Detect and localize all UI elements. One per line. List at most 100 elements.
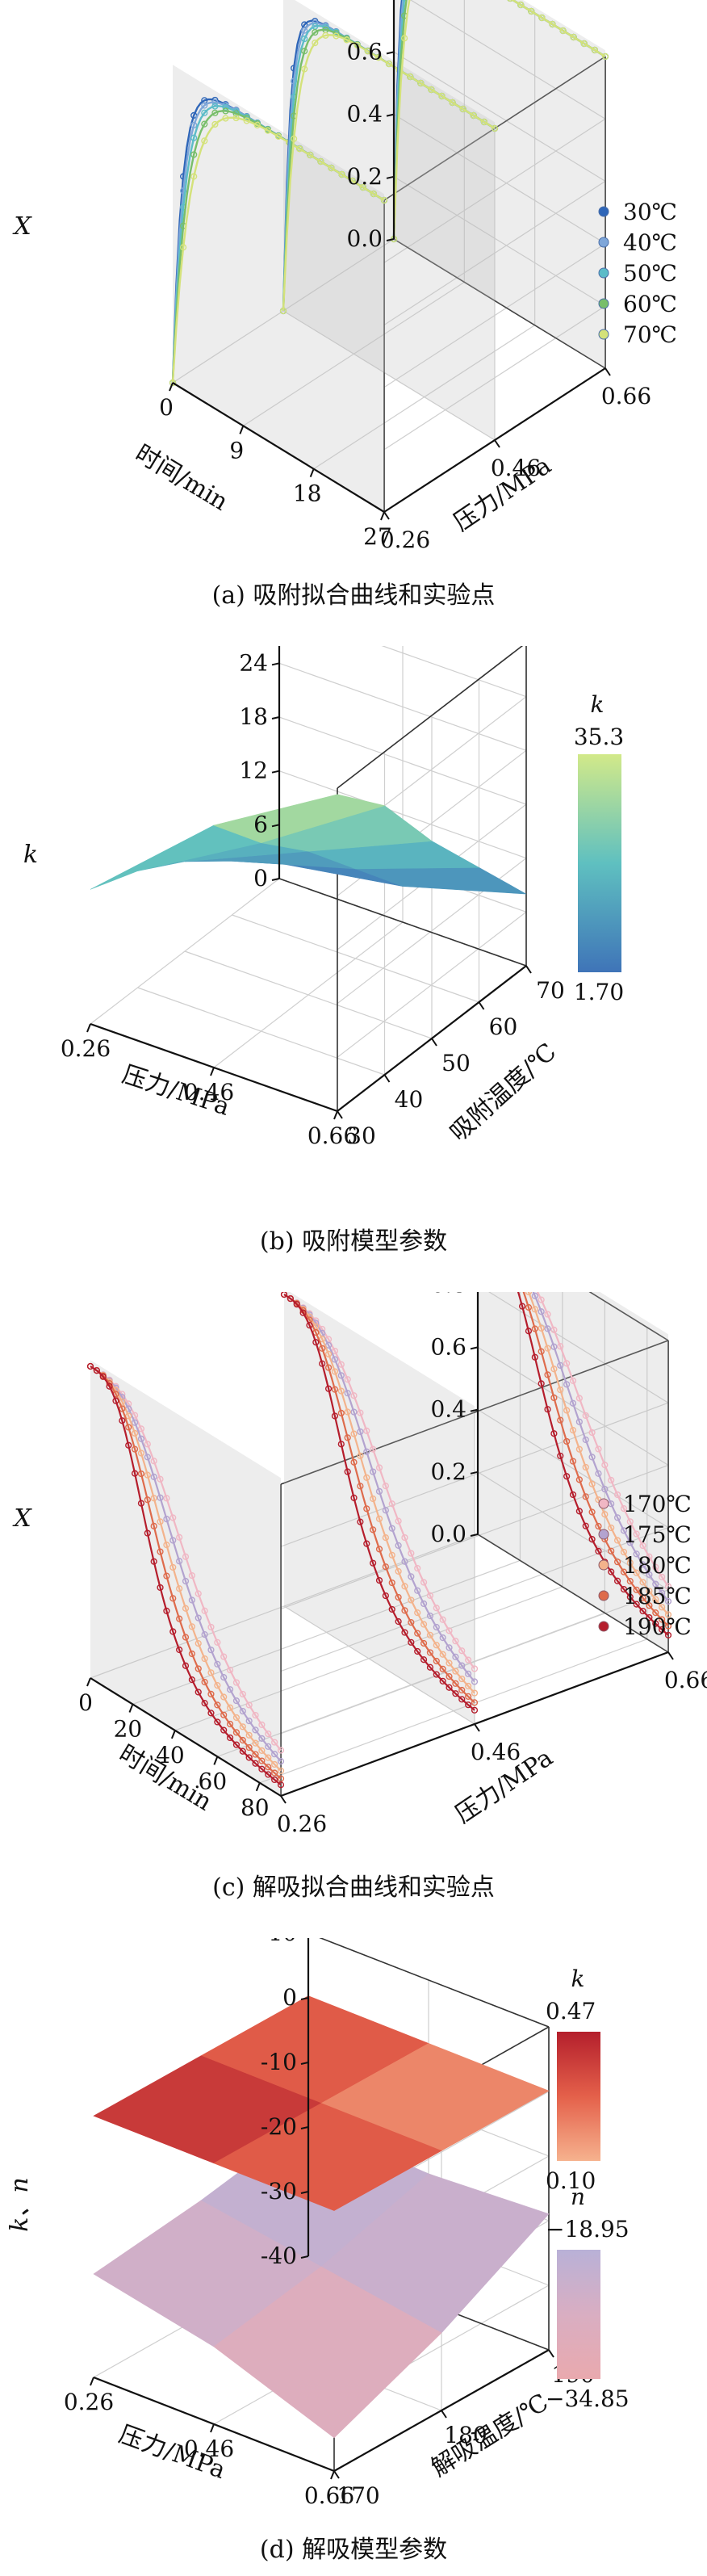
data-point-c <box>563 1407 571 1414</box>
data-point-c <box>169 1628 177 1635</box>
data-point-c <box>252 1711 259 1719</box>
data-point-c <box>375 1546 383 1553</box>
data-point-a <box>307 152 314 159</box>
data-point-a <box>601 52 609 61</box>
data-point-c <box>157 1548 164 1555</box>
data-point-c <box>433 1671 440 1678</box>
data-point-c <box>557 1361 564 1369</box>
data-point-c <box>550 1394 558 1402</box>
data-point-c <box>465 1682 472 1690</box>
data-point-c <box>344 1408 351 1416</box>
data-point-c <box>595 1470 602 1477</box>
data-point-c <box>446 1684 453 1691</box>
legend-label-a: 40℃ <box>623 229 677 256</box>
desorption-fit-chart: 0.00.20.40.60.81.00204060800.260.460.66X… <box>12 1292 707 1837</box>
data-point-c <box>214 1718 221 1726</box>
data-point-c <box>350 1408 358 1416</box>
fit-curve-c <box>532 1292 669 1602</box>
desorption-parameter-chart: -40-30-20-100100.260.460.66170180190k、n压… <box>6 1938 630 2509</box>
x-tick-mark-d <box>210 2423 215 2433</box>
data-point-c <box>258 1735 266 1743</box>
x-tick-label-d: 0.46 <box>184 2435 234 2462</box>
data-point-c <box>588 1480 596 1487</box>
data-point-c <box>188 1623 195 1630</box>
data-point-c <box>207 1710 215 1717</box>
data-point-c <box>426 1649 434 1656</box>
x-tick-label-a: 27 <box>363 523 392 550</box>
data-point-c <box>220 1711 228 1718</box>
data-point-c <box>531 1353 538 1361</box>
legend-label-a: 60℃ <box>623 291 677 317</box>
data-point-c <box>538 1348 545 1355</box>
data-point-a <box>559 27 567 35</box>
y-tick-mark-c <box>280 1795 287 1804</box>
x-tick-mark-c <box>170 1730 176 1739</box>
data-point-c <box>258 1757 266 1764</box>
data-point-c <box>563 1360 571 1367</box>
data-point-c <box>357 1483 364 1490</box>
data-point-c <box>176 1558 183 1565</box>
z-tick-mark-b <box>271 716 280 720</box>
z-axis-title-b: k <box>23 841 38 869</box>
data-point-a <box>480 118 488 126</box>
data-point-c <box>207 1647 215 1654</box>
data-point-c <box>518 1303 526 1310</box>
data-point-c <box>363 1448 370 1455</box>
data-point-c <box>439 1651 446 1658</box>
data-point-a <box>274 132 282 140</box>
x-axis-title-b: 压力/MPa <box>119 1060 233 1122</box>
z-tick-mark-a <box>386 51 395 55</box>
data-point-c <box>182 1634 190 1641</box>
data-point-c <box>395 1517 402 1525</box>
grid-line-floor-y <box>137 987 385 1076</box>
data-point-c <box>538 1308 545 1315</box>
data-point-c <box>201 1607 208 1614</box>
data-point-c <box>471 1706 479 1714</box>
x-tick-mark-d <box>90 2377 94 2386</box>
data-point-c <box>163 1495 170 1502</box>
data-point-c <box>375 1576 383 1584</box>
data-point-c <box>563 1473 571 1480</box>
z-axis-title-c: X <box>12 1504 32 1533</box>
data-point-a <box>211 99 219 106</box>
data-point-c <box>350 1494 358 1501</box>
data-point-c <box>538 1324 545 1332</box>
x-axis-line-a <box>172 382 385 513</box>
data-point-c <box>569 1458 577 1465</box>
data-point-c <box>176 1615 183 1622</box>
colorbar-b <box>578 754 621 972</box>
data-point-a <box>190 151 198 158</box>
data-point-c <box>150 1495 157 1502</box>
y-tick-mark-d <box>441 2410 447 2419</box>
z-tick-label-a: 0.6 <box>346 38 383 65</box>
fit-curve-c <box>527 1292 669 1616</box>
data-point-c <box>150 1473 157 1480</box>
data-point-c <box>446 1659 453 1667</box>
data-point-c <box>575 1445 583 1453</box>
data-point-c <box>433 1657 440 1665</box>
data-point-c <box>125 1412 132 1420</box>
data-point-c <box>626 1539 634 1546</box>
data-point-c <box>195 1640 202 1647</box>
x-tick-mark-c <box>213 1756 219 1765</box>
data-point-c <box>458 1686 466 1694</box>
z-tick-label-c: 0.4 <box>430 1396 466 1423</box>
data-point-c <box>575 1508 583 1515</box>
data-point-c <box>150 1558 157 1565</box>
data-point-c <box>620 1527 628 1534</box>
y-tick-label-c: 0.66 <box>664 1667 707 1693</box>
data-point-c <box>664 1622 672 1630</box>
fit-curve-c <box>283 1294 475 1704</box>
data-point-c <box>188 1596 195 1604</box>
data-point-c <box>312 1339 320 1346</box>
z-tick-label-d: -30 <box>261 2178 297 2205</box>
data-point-c <box>370 1445 377 1453</box>
data-point-a <box>417 79 425 87</box>
data-point-c <box>563 1381 571 1388</box>
data-point-a <box>407 73 414 81</box>
z-tick-label-b: 18 <box>239 703 268 730</box>
colorbar-title-d: k <box>571 1966 585 1992</box>
z-tick-mark-d <box>300 1997 309 2000</box>
data-point-c <box>370 1468 377 1475</box>
legend-marker-c <box>598 1529 609 1540</box>
